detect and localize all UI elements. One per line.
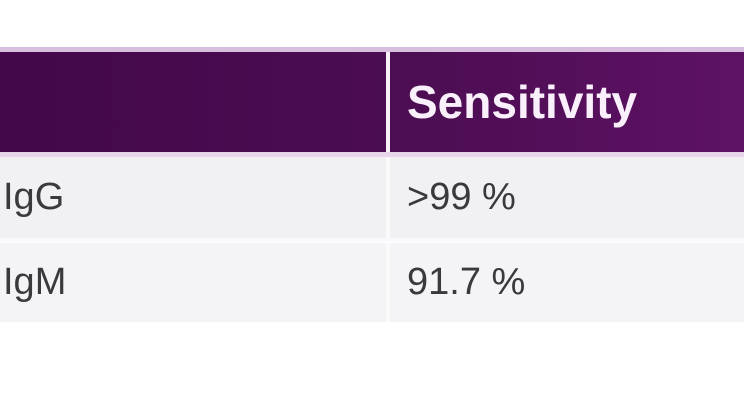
table-header-row: Sensitivity (0, 47, 744, 157)
table-row: IgM 91.7 % (0, 243, 744, 322)
header-cell-empty (0, 52, 386, 152)
row-value-igm-sensitivity: 91.7 % (407, 261, 526, 303)
column-divider (386, 243, 390, 322)
row-divider (0, 238, 744, 243)
column-divider (386, 52, 390, 152)
sensitivity-table: Sensitivity IgG >99 % IgM 91.7 % (0, 47, 744, 322)
row-label-igm: IgM (3, 261, 67, 303)
header-cell-sensitivity: Sensitivity (407, 76, 638, 128)
row-label-igg: IgG (3, 176, 65, 218)
table-row: IgG >99 % (0, 157, 744, 238)
row-value-igg-sensitivity: >99 % (407, 176, 516, 218)
column-divider (386, 157, 390, 238)
